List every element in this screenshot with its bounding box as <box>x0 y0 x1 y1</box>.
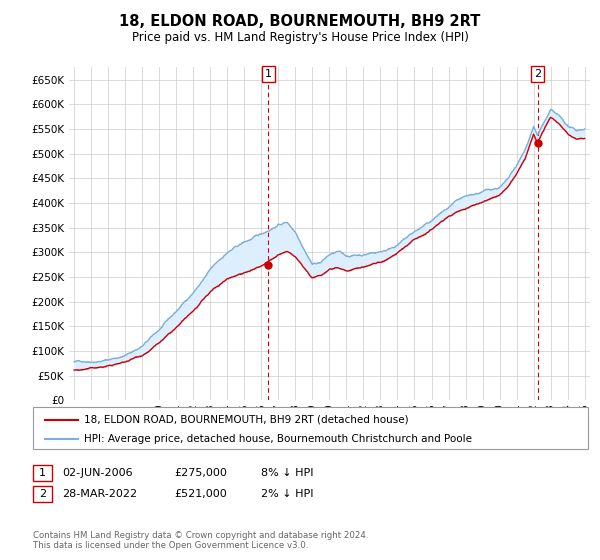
Text: 18, ELDON ROAD, BOURNEMOUTH, BH9 2RT (detached house): 18, ELDON ROAD, BOURNEMOUTH, BH9 2RT (de… <box>84 415 409 424</box>
Text: Contains HM Land Registry data © Crown copyright and database right 2024.
This d: Contains HM Land Registry data © Crown c… <box>33 530 368 550</box>
Text: HPI: Average price, detached house, Bournemouth Christchurch and Poole: HPI: Average price, detached house, Bour… <box>84 433 472 444</box>
Text: 1: 1 <box>39 468 46 478</box>
Text: 28-MAR-2022: 28-MAR-2022 <box>62 489 137 499</box>
Text: 2: 2 <box>534 69 541 79</box>
Text: 1: 1 <box>265 69 272 79</box>
Text: £275,000: £275,000 <box>174 468 227 478</box>
Text: 8% ↓ HPI: 8% ↓ HPI <box>261 468 314 478</box>
Text: £521,000: £521,000 <box>174 489 227 499</box>
Text: Price paid vs. HM Land Registry's House Price Index (HPI): Price paid vs. HM Land Registry's House … <box>131 31 469 44</box>
Text: 18, ELDON ROAD, BOURNEMOUTH, BH9 2RT: 18, ELDON ROAD, BOURNEMOUTH, BH9 2RT <box>119 14 481 29</box>
Text: 2% ↓ HPI: 2% ↓ HPI <box>261 489 314 499</box>
Text: 02-JUN-2006: 02-JUN-2006 <box>62 468 133 478</box>
Text: 2: 2 <box>39 489 46 499</box>
